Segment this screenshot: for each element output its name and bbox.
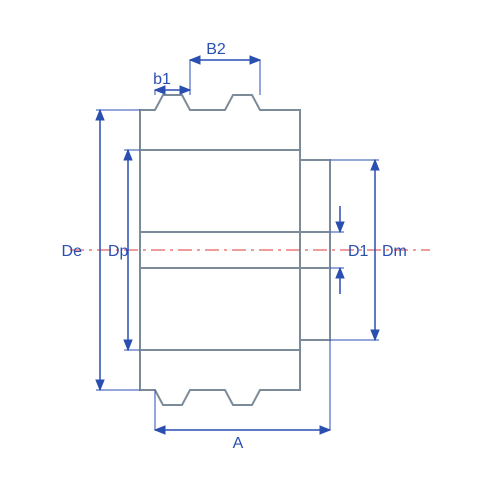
dim-Dp-label: Dp	[108, 243, 129, 260]
dim-De-label: De	[62, 243, 83, 260]
Dm-label: Dm	[382, 243, 407, 260]
A-label: A	[233, 435, 244, 452]
b1-label: b1	[153, 71, 171, 88]
dim-D1-label: D1	[348, 243, 369, 260]
B2-label: B2	[206, 41, 226, 58]
